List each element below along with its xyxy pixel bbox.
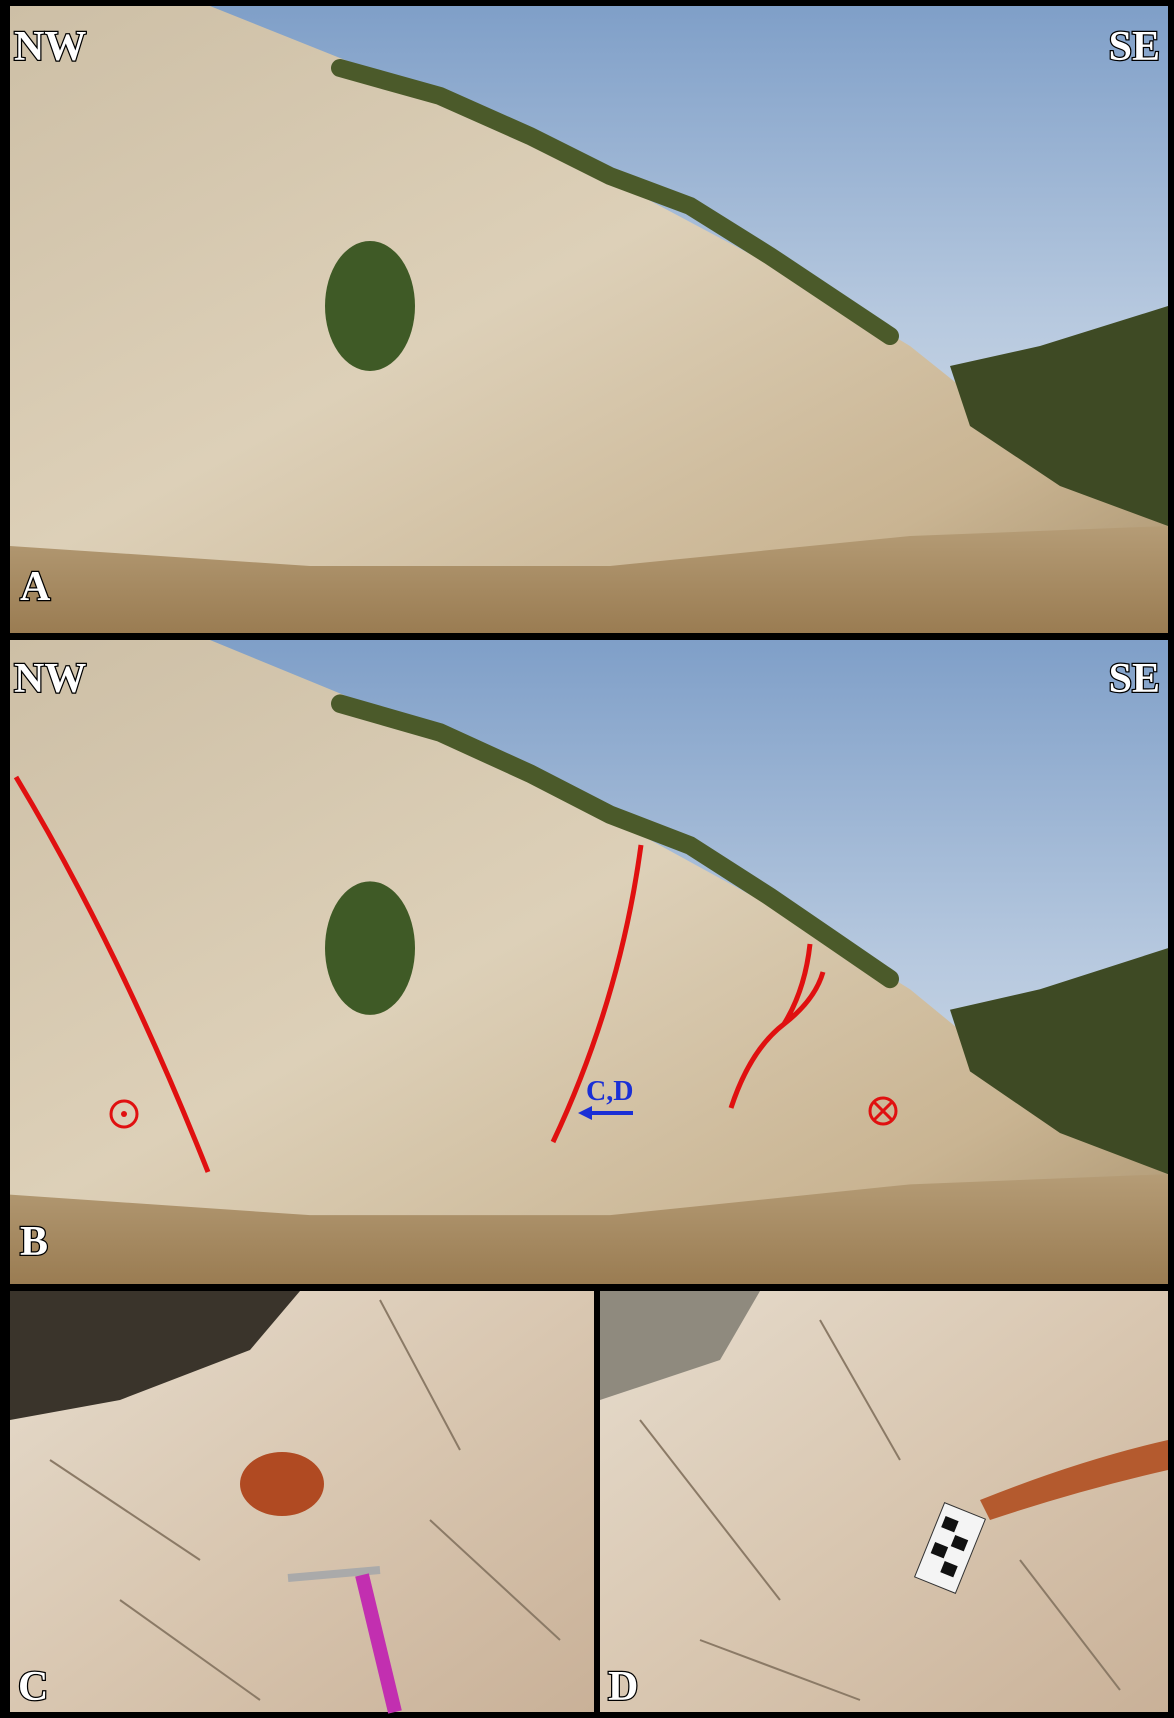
- panel-label: A: [20, 564, 51, 610]
- movement-symbol: [121, 1111, 127, 1117]
- photo-a: [10, 6, 1168, 633]
- panel-d: D: [600, 1291, 1168, 1712]
- direction-label: SE: [1109, 24, 1160, 70]
- panel-b: C,D NW SE B: [10, 640, 1168, 1284]
- photo-b: [10, 640, 1168, 1284]
- panel-label: C: [18, 1664, 48, 1710]
- panel-a: NW SE A: [10, 6, 1168, 633]
- direction-label: SE: [1109, 656, 1160, 702]
- direction-label: NW: [14, 656, 86, 702]
- annotation: C,D: [586, 1076, 633, 1107]
- direction-label: NW: [14, 24, 86, 70]
- figure: NW SE A C,D NW SE B C: [0, 0, 1174, 1718]
- panel-label: B: [20, 1219, 48, 1265]
- photo-c: [240, 1452, 324, 1516]
- panel-c: C: [10, 1291, 594, 1712]
- panel-label: D: [608, 1664, 638, 1710]
